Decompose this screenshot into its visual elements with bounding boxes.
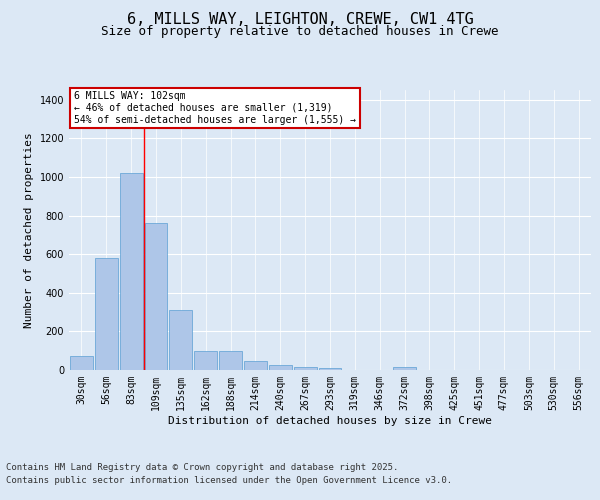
Bar bbox=[219, 350, 242, 370]
Bar bbox=[70, 356, 93, 370]
Bar bbox=[120, 173, 143, 370]
Text: Size of property relative to detached houses in Crewe: Size of property relative to detached ho… bbox=[101, 25, 499, 38]
Text: Contains HM Land Registry data © Crown copyright and database right 2025.: Contains HM Land Registry data © Crown c… bbox=[6, 464, 398, 472]
Bar bbox=[393, 366, 416, 370]
Y-axis label: Number of detached properties: Number of detached properties bbox=[24, 132, 34, 328]
Bar bbox=[319, 368, 341, 370]
Text: 6, MILLS WAY, LEIGHTON, CREWE, CW1 4TG: 6, MILLS WAY, LEIGHTON, CREWE, CW1 4TG bbox=[127, 12, 473, 28]
Bar bbox=[145, 223, 167, 370]
Bar bbox=[194, 350, 217, 370]
Bar bbox=[244, 362, 267, 370]
Bar bbox=[95, 258, 118, 370]
Bar bbox=[169, 310, 192, 370]
Text: Contains public sector information licensed under the Open Government Licence v3: Contains public sector information licen… bbox=[6, 476, 452, 485]
Bar bbox=[269, 365, 292, 370]
X-axis label: Distribution of detached houses by size in Crewe: Distribution of detached houses by size … bbox=[168, 416, 492, 426]
Text: 6 MILLS WAY: 102sqm
← 46% of detached houses are smaller (1,319)
54% of semi-det: 6 MILLS WAY: 102sqm ← 46% of detached ho… bbox=[74, 92, 356, 124]
Bar bbox=[294, 366, 317, 370]
